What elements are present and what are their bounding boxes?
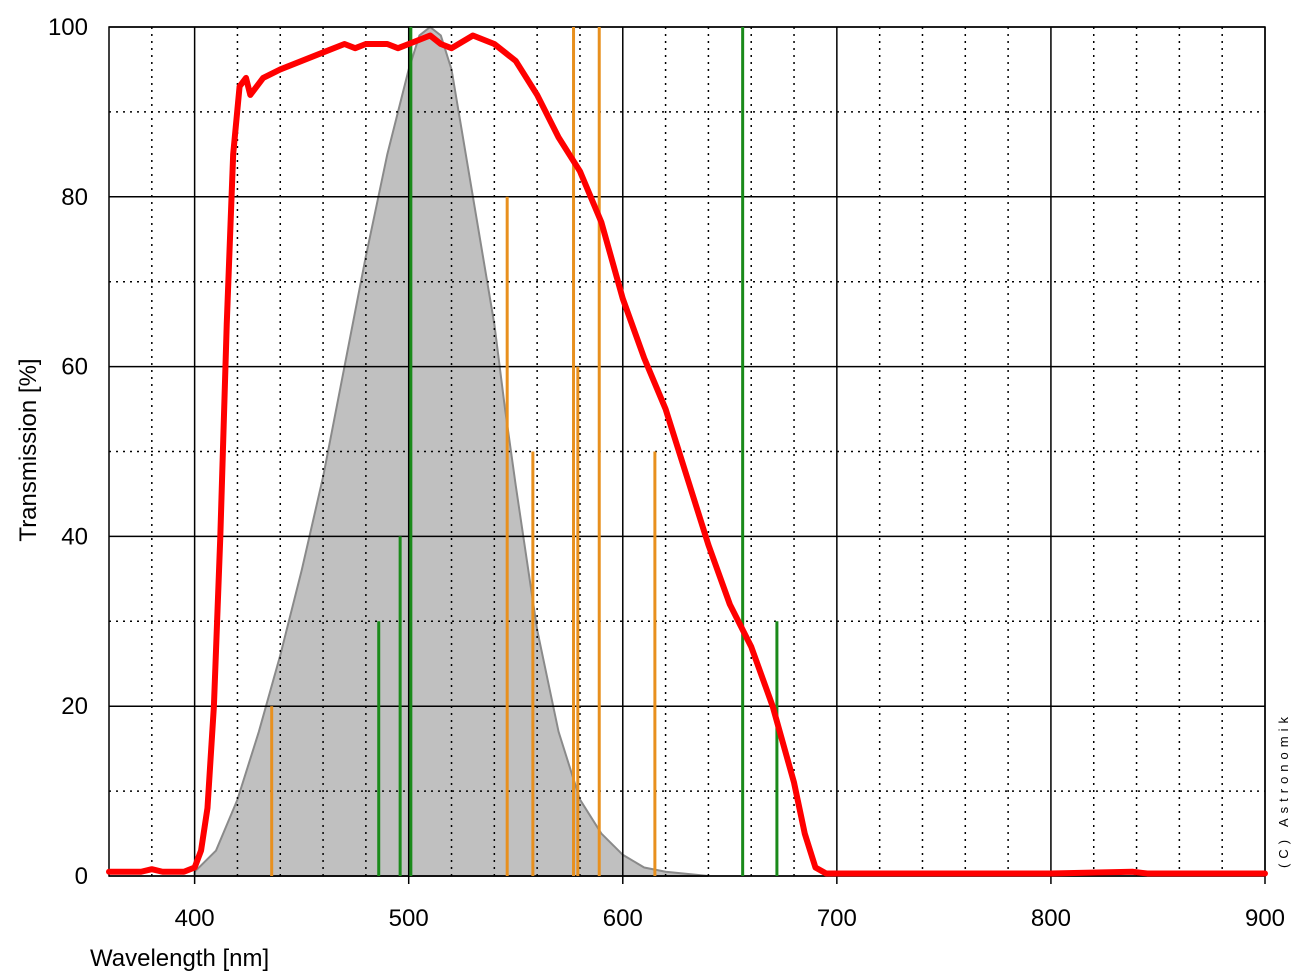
copyright: (C) Astronomik <box>1276 712 1291 868</box>
y-tick-label: 80 <box>61 184 88 211</box>
line <box>106 32 1268 877</box>
y-tick-label: 0 <box>75 863 88 890</box>
y-tick-label: 100 <box>48 14 88 41</box>
plot-frame <box>108 26 1266 877</box>
x-tick-label: 400 <box>175 905 215 932</box>
x-tick-label: 700 <box>817 905 857 932</box>
y-tick-label: 20 <box>61 693 88 720</box>
x-axis-title: Wavelength [nm] <box>90 945 269 972</box>
x-tick-label: 500 <box>389 905 429 932</box>
y-tick-label: 40 <box>61 523 88 550</box>
area <box>193 25 709 877</box>
x-tick-label: 800 <box>1031 905 1071 932</box>
x-tick-label: 600 <box>603 905 643 932</box>
y-tick-label: 60 <box>61 354 88 381</box>
x-tick-label: 900 <box>1245 905 1285 932</box>
y-axis-title: Transmission [%] <box>15 358 42 541</box>
